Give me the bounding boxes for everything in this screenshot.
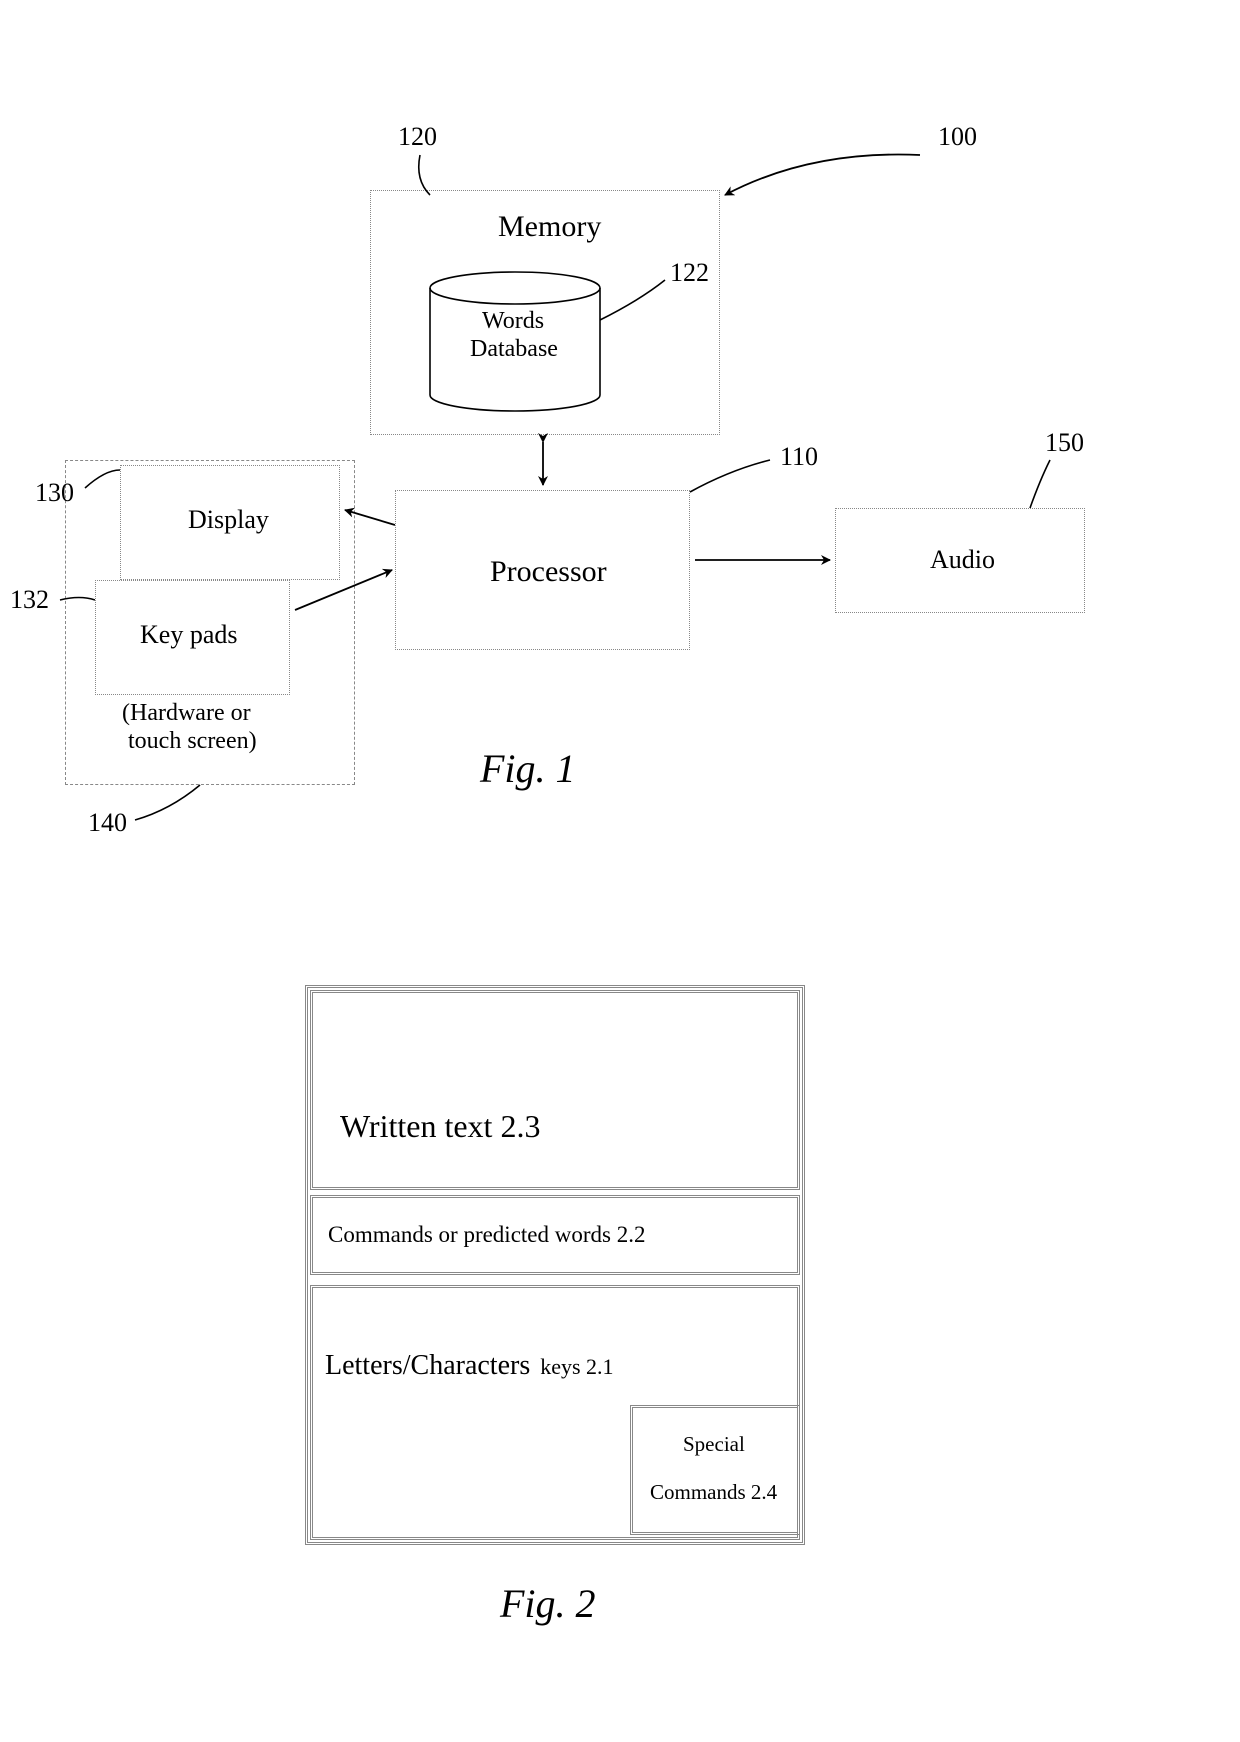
ref-150: 150 [1045,428,1084,458]
fig2-commands-label: Commands or predicted words 2.2 [328,1222,645,1248]
fig2-letters-main: Letters/Characters [325,1350,530,1381]
fig2-special-panel [630,1405,800,1535]
ref-120: 120 [398,122,437,152]
fig1-caption: Fig. 1 [480,745,576,792]
ref-130: 130 [35,478,74,508]
ref-122: 122 [670,258,709,288]
fig2-written-panel [310,990,800,1190]
keypads-note-line1: (Hardware or [122,700,251,727]
fig2-written-label: Written text 2.3 [340,1108,540,1145]
processor-label: Processor [490,555,607,589]
keypads-note-line2: touch screen) [128,728,257,755]
keypads-label: Key pads [140,620,237,650]
diagram-canvas: Memory [0,0,1240,1742]
ref-132: 132 [10,585,49,615]
audio-label: Audio [930,545,995,575]
ref-140: 140 [88,808,127,838]
fig2-special-line1: Special [683,1432,745,1457]
fig2-caption: Fig. 2 [500,1580,596,1627]
fig2-letters-label-wrap: Letters/Characters keys 2.1 [325,1350,614,1382]
ref-110: 110 [780,442,818,472]
database-label-line1: Words [482,308,544,335]
ref-100: 100 [938,122,977,152]
fig2-letters-sub: keys 2.1 [540,1354,613,1379]
display-label: Display [188,505,269,535]
database-label-line2: Database [470,336,558,363]
fig2-special-line2: Commands 2.4 [650,1480,777,1505]
